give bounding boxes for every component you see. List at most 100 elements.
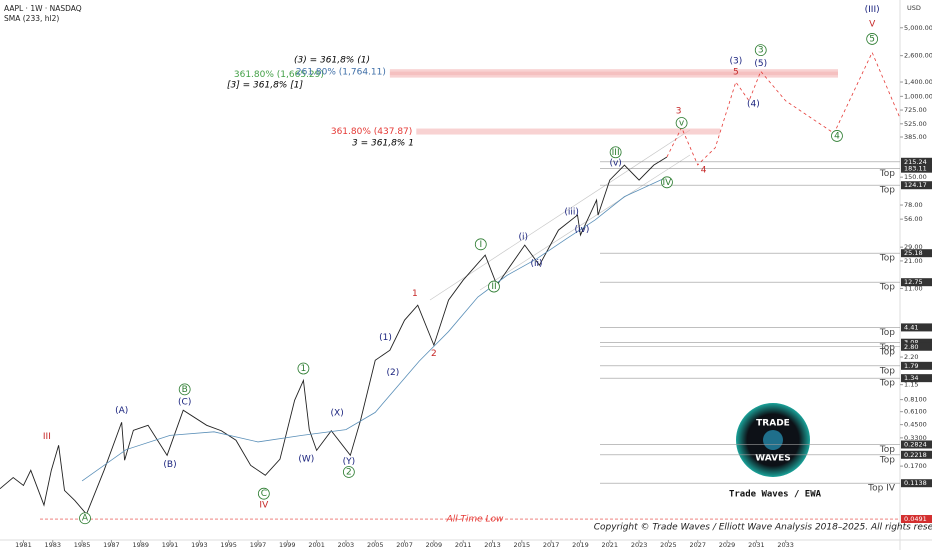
wave-circle (79, 512, 91, 525)
y-tick-label: 150.00 (904, 173, 927, 181)
level-tag (901, 450, 932, 459)
x-tick-label: 2031 (748, 541, 765, 549)
wave-label: (ii) (530, 259, 542, 269)
wave-label: I (479, 240, 482, 250)
wave-label: (C) (178, 397, 191, 407)
level-tag-text: Top (879, 379, 895, 389)
level-tag (901, 181, 932, 190)
y-tick-label: 0.3300 (904, 434, 927, 442)
wave-circle (342, 466, 355, 478)
fib-label: 261.80% (1,764.11) (296, 68, 386, 78)
level-tag (901, 164, 932, 173)
wave-label: 5 (733, 68, 739, 78)
level-tag-text: Top (879, 328, 895, 338)
y-tick-label: 21.00 (904, 257, 923, 265)
logo: TRADE WAVES (736, 403, 810, 477)
level-tag-text: Top (879, 283, 895, 293)
wave-label: (III) (865, 5, 880, 15)
y-tick-label: 11.00 (904, 284, 923, 292)
wave-label: (2) (386, 368, 399, 378)
x-tick-label: 1981 (15, 541, 32, 549)
wave-label: (3) (729, 56, 742, 66)
level-tag-text: Top IV (867, 484, 896, 494)
wave-label: C (261, 489, 267, 499)
y-tick-label: 29.00 (904, 243, 923, 251)
wave-circle (675, 117, 688, 129)
wave-label: II (491, 282, 496, 292)
y-tick-label: 2,600.00 (904, 52, 932, 60)
wave-label: 3 (758, 46, 764, 56)
x-tick-label: 1983 (44, 541, 61, 549)
logo-text: WAVES (755, 454, 790, 464)
level-label: 1.79 (904, 362, 918, 370)
x-tick-label: 2005 (367, 541, 384, 549)
wave-circle (754, 44, 767, 57)
y-tick-label: 2.20 (904, 353, 918, 361)
level-tag-text: Top (879, 455, 895, 465)
level-label: 4.41 (904, 323, 918, 331)
wave-circle (297, 362, 310, 375)
y-tick-label: 525.00 (904, 120, 927, 128)
level-tag (901, 361, 932, 370)
level-label: 0.2218 (904, 451, 927, 459)
x-tick-label: 2029 (719, 541, 736, 549)
x-tick-label: 2023 (631, 541, 648, 549)
x-tick-label: 2019 (572, 541, 589, 549)
level-label: 12.75 (904, 278, 923, 286)
wave-label: 1 (412, 289, 418, 299)
y-tick-label: 385.00 (904, 133, 927, 141)
x-tick-label: 2017 (543, 541, 560, 549)
x-tick-label: 2025 (660, 541, 677, 549)
fib-label: 361.80% (1,665.29) (234, 70, 324, 80)
wave-label: III (612, 148, 620, 158)
wave-label: 3 (676, 106, 682, 116)
fib-note: 3 = 361,8% 1 (352, 139, 414, 149)
x-tick-label: 1997 (250, 541, 267, 549)
y-tick-label: 0.6100 (904, 408, 927, 416)
level-tag (901, 342, 932, 351)
wave-circle (178, 383, 191, 396)
wave-label: V (869, 19, 876, 29)
wave-circle (609, 146, 622, 159)
y-tick-label: 1.15 (904, 381, 918, 389)
wave-label: (5) (754, 59, 767, 69)
wave-label: 1 (301, 364, 307, 374)
y-tick-label: 1,400.00 (904, 78, 932, 86)
level-label: 0.2824 (904, 440, 927, 448)
level-tag-text: Top (879, 347, 895, 357)
level-tag (901, 374, 932, 383)
wave-label: (4) (747, 99, 760, 109)
wave-label: (X) (331, 409, 344, 419)
x-tick-label: 1999 (279, 541, 296, 549)
wave-label: (W) (298, 455, 314, 465)
level-tag (901, 515, 932, 524)
y-tick-label: 5,000.00 (904, 24, 932, 32)
wave-label: (i) (519, 232, 529, 242)
level-tag (901, 338, 932, 347)
price-line (666, 51, 901, 166)
x-tick-label: 1993 (191, 541, 208, 549)
level-tag (901, 157, 932, 166)
y-tick-label: 725.00 (904, 106, 927, 114)
channel-line (429, 129, 691, 301)
x-tick-label: 2001 (308, 541, 325, 549)
y-tick-label: 78.00 (904, 201, 923, 209)
fib-note: [3] = 361,8% [1] (227, 81, 303, 91)
x-tick-label: 2013 (484, 541, 501, 549)
x-tick-label: 2003 (338, 541, 355, 549)
fib-band (389, 69, 838, 76)
level-label: 25.18 (904, 249, 923, 257)
level-label: 124.17 (904, 181, 927, 189)
wave-label: (iv) (574, 225, 589, 235)
fib-band (416, 128, 720, 135)
wave-label: B (182, 385, 188, 395)
wave-circle (474, 238, 487, 251)
fib-label: 361.80% (437.87) (331, 127, 412, 137)
level-tag-text: Top (879, 186, 895, 196)
x-tick-label: 1989 (132, 541, 149, 549)
wave-circle (661, 176, 673, 189)
x-tick-label: 1985 (74, 541, 91, 549)
level-tag (901, 440, 932, 449)
wave-label: v (679, 118, 685, 128)
x-tick-label: 2007 (396, 541, 413, 549)
